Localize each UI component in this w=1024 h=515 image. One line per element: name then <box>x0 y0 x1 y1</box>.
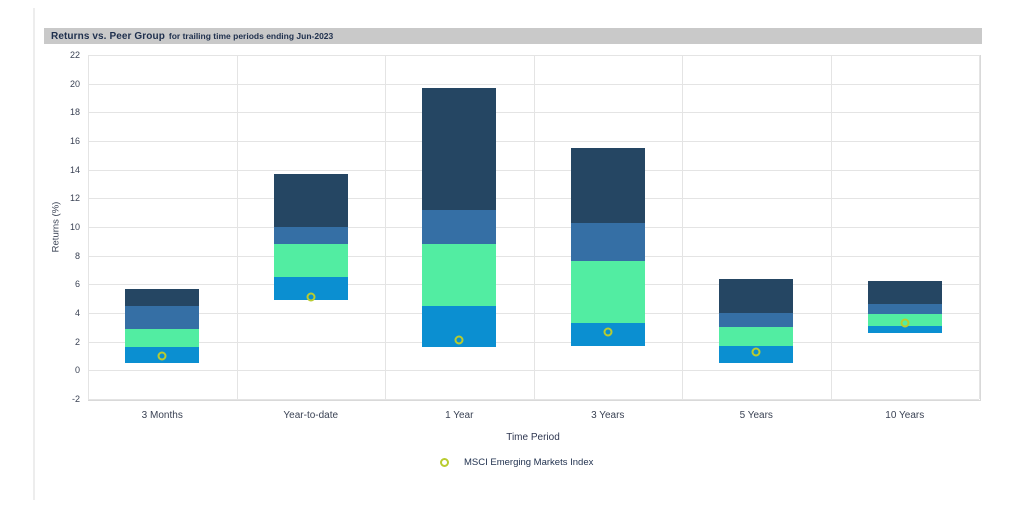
bar-segment-0 <box>867 281 942 305</box>
bar-segment-2 <box>422 244 497 306</box>
chart-subtitle: for trailing time periods ending Jun-202… <box>168 31 334 41</box>
bar-segment-2 <box>125 328 200 348</box>
gridline-x-separator <box>979 55 980 399</box>
page-left-border <box>33 8 35 500</box>
x-tick-label: 1 Year <box>445 410 474 421</box>
gridline-x-separator <box>385 55 386 399</box>
legend-label: MSCI Emerging Markets Index <box>464 457 594 468</box>
gridline-x-separator <box>682 55 683 399</box>
y-tick-label: 20 <box>69 78 80 89</box>
bar-segment-3 <box>867 325 942 334</box>
x-axis-title: Time Period <box>506 432 560 443</box>
peer-range-bar-1-year <box>422 87 497 348</box>
gridline-x-separator <box>88 55 89 399</box>
y-tick-label: 2 <box>74 336 80 347</box>
bar-segment-1 <box>422 209 497 245</box>
bar-segment-0 <box>125 288 200 306</box>
bar-segment-2 <box>273 244 348 278</box>
chart-title: Returns vs. Peer Group <box>51 30 165 42</box>
msci-index-marker <box>751 347 761 357</box>
y-tick-label: 4 <box>74 308 80 318</box>
peer-range-bar-year-to-date <box>273 173 348 301</box>
y-tick-label: 14 <box>69 164 80 175</box>
bar-segment-1 <box>125 305 200 329</box>
msci-index-marker <box>900 318 910 328</box>
msci-index-marker <box>454 335 464 345</box>
bar-segment-1 <box>719 312 794 328</box>
bar-segment-0 <box>273 173 348 227</box>
gridline-x-separator <box>830 55 832 399</box>
bar-segment-0 <box>422 87 497 210</box>
bar-segment-0 <box>570 148 645 223</box>
msci-index-marker <box>157 351 167 361</box>
gridline-x-separator <box>236 55 238 399</box>
legend-open-circle-icon <box>440 458 449 467</box>
peer-range-bar-3-months <box>125 288 200 364</box>
y-tick-label: 0 <box>74 365 80 376</box>
bar-segment-1 <box>570 222 645 262</box>
bar-segment-3 <box>273 277 348 301</box>
x-tick-label: 3 Months <box>141 410 183 421</box>
x-tick-label: 5 Years <box>739 410 773 421</box>
msci-index-marker <box>603 327 613 337</box>
x-tick-label: 10 Years <box>885 410 925 421</box>
y-tick-label: 12 <box>69 193 80 204</box>
x-tick-label: 3 Years <box>591 410 625 421</box>
bar-segment-1 <box>867 304 942 315</box>
y-tick-label: 18 <box>69 107 80 118</box>
gridline-y--2 <box>88 399 979 400</box>
bar-segment-0 <box>719 278 794 313</box>
gridline-x-separator <box>533 55 535 399</box>
peer-range-bar-3-years <box>570 148 645 346</box>
y-tick-label: 22 <box>69 50 80 60</box>
x-tick-label: Year-to-date <box>283 410 339 421</box>
bar-segment-1 <box>273 226 348 245</box>
legend: MSCI Emerging Markets Index <box>440 457 593 468</box>
msci-index-marker <box>306 292 316 302</box>
y-tick-label: -2 <box>71 394 80 404</box>
bar-segment-2 <box>570 261 645 323</box>
y-tick-label: 16 <box>69 136 80 146</box>
y-tick-label: 8 <box>74 250 80 261</box>
bar-segment-2 <box>719 327 794 346</box>
plot-area <box>88 55 981 401</box>
y-tick-label: 10 <box>69 222 80 232</box>
chart-title-bar: Returns vs. Peer Group for trailing time… <box>44 28 982 44</box>
y-tick-label: 6 <box>74 279 80 290</box>
